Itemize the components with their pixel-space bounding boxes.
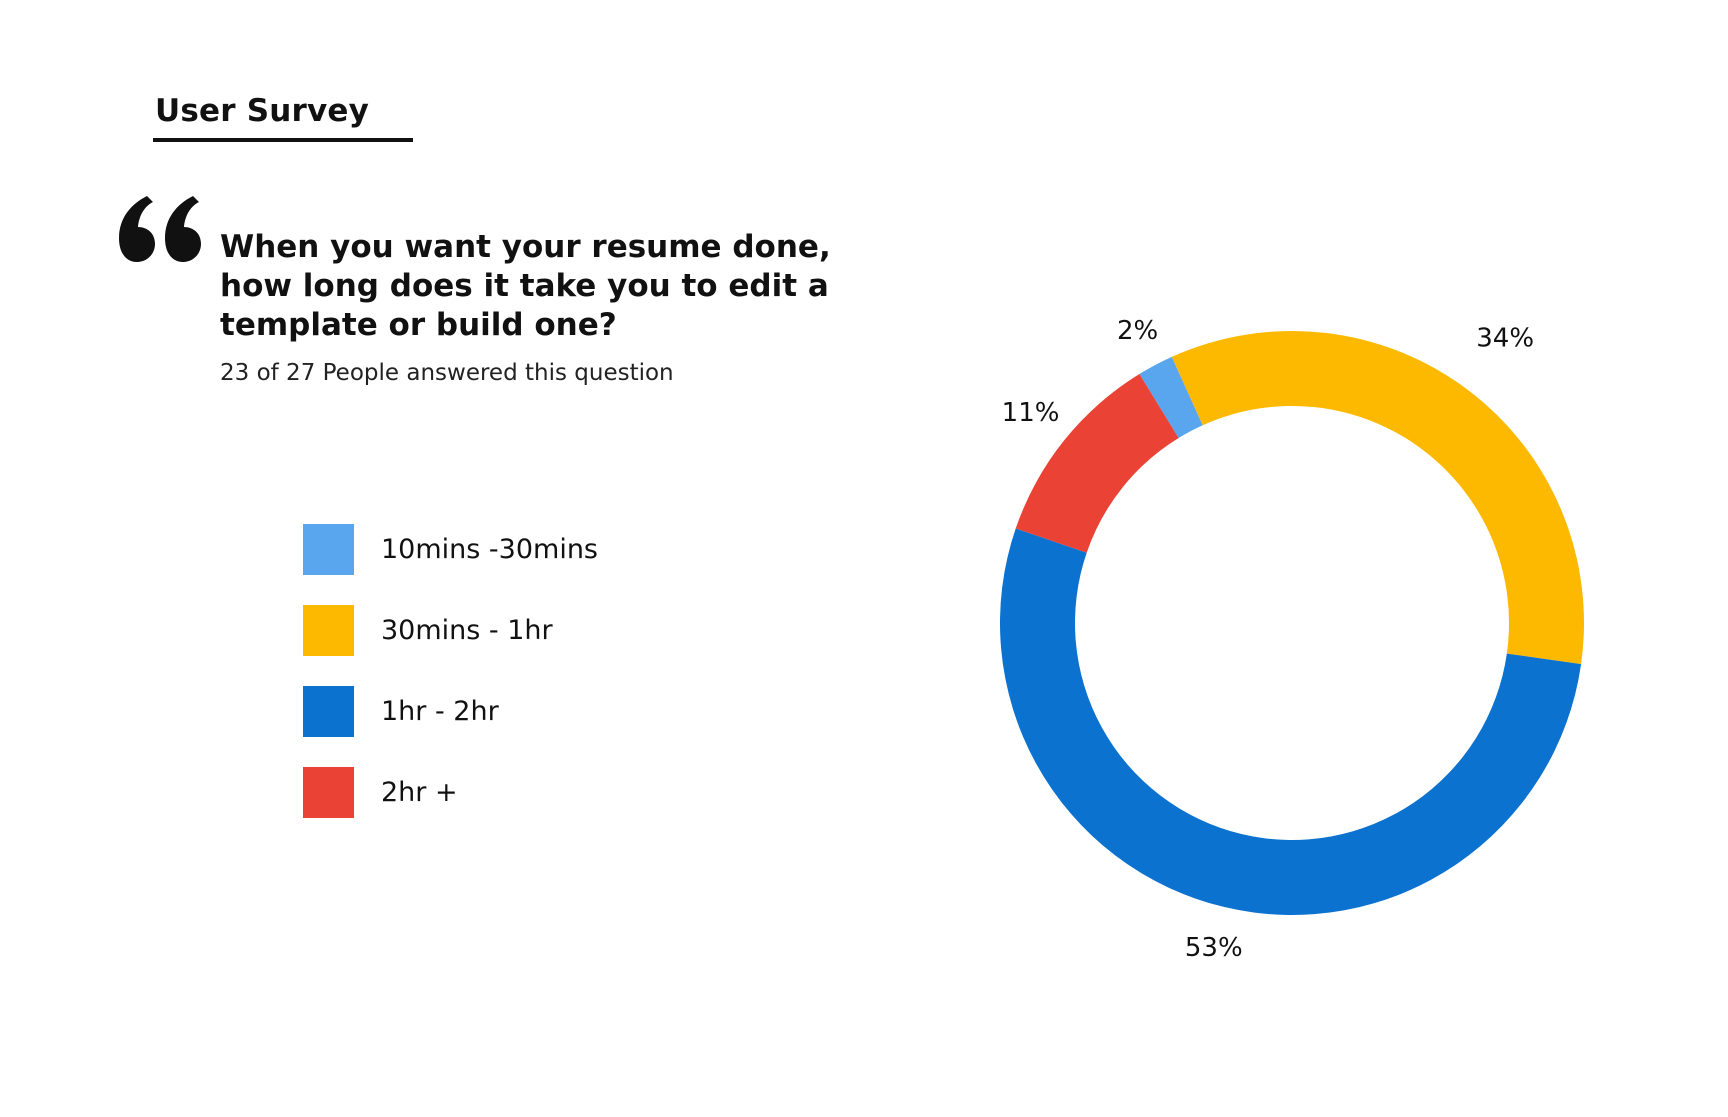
slice-10-30mins <box>1139 356 1203 438</box>
question-text: When you want your resume done, how long… <box>220 229 831 343</box>
legend-swatch <box>303 524 354 575</box>
donut-labels: 2% 34% 53% 11% <box>1002 316 1534 963</box>
legend-swatch <box>303 605 354 656</box>
answered-count: 23 of 27 People answered this question <box>220 360 674 386</box>
title-underline <box>153 138 413 142</box>
legend-label: 30mins - 1hr <box>381 615 553 646</box>
data-label: 53% <box>1185 933 1243 963</box>
donut-slices <box>1000 331 1584 916</box>
legend-label: 2hr + <box>381 777 458 808</box>
legend-item-1-2hr: 1hr - 2hr <box>303 686 598 737</box>
legend-swatch <box>303 686 354 737</box>
data-label: 34% <box>1476 324 1534 354</box>
legend-swatch <box>303 767 354 818</box>
legend-item-10-30mins: 10mins -30mins <box>303 524 598 575</box>
legend-label: 10mins -30mins <box>381 534 599 565</box>
data-label: 2% <box>1117 316 1158 346</box>
legend-item-30mins-1hr: 30mins - 1hr <box>303 605 598 656</box>
slice-2hr-plus <box>1015 374 1179 553</box>
survey-title: User Survey <box>155 93 370 129</box>
slice-30mins-1hr <box>1171 331 1584 665</box>
legend-label: 1hr - 2hr <box>381 696 499 727</box>
data-label: 11% <box>1002 398 1060 428</box>
quote-icon <box>119 196 201 262</box>
chart-legend: 10mins -30mins 30mins - 1hr 1hr - 2hr 2h… <box>303 524 598 848</box>
legend-item-2hr-plus: 2hr + <box>303 767 598 818</box>
slice-1-2hr <box>1000 528 1582 916</box>
